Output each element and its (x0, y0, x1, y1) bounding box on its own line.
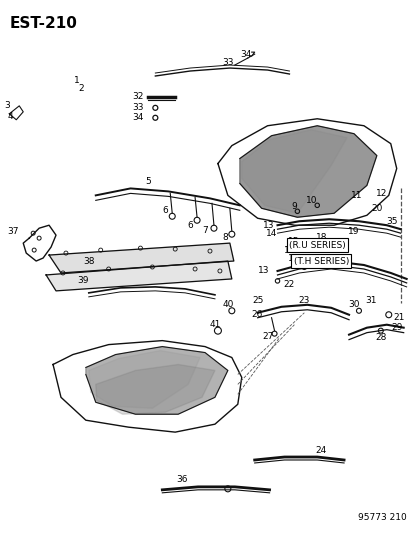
Polygon shape (88, 351, 199, 408)
Text: 33: 33 (132, 103, 143, 112)
Text: 32: 32 (132, 92, 143, 101)
Text: 17: 17 (287, 254, 299, 263)
Polygon shape (46, 261, 231, 291)
Text: 33: 33 (221, 58, 233, 67)
Text: 30: 30 (347, 300, 359, 309)
Text: 3: 3 (5, 101, 10, 110)
Text: 35: 35 (385, 217, 396, 226)
Text: 34: 34 (240, 50, 251, 59)
Text: 34: 34 (132, 114, 143, 122)
Text: 4: 4 (7, 112, 13, 122)
Text: 7: 7 (202, 225, 207, 235)
Polygon shape (49, 243, 233, 273)
Text: 38: 38 (83, 256, 94, 265)
Text: 8: 8 (221, 232, 227, 241)
Text: 36: 36 (176, 475, 188, 484)
Text: 1: 1 (74, 76, 80, 85)
Text: 2: 2 (78, 84, 83, 93)
Text: 21: 21 (392, 313, 404, 322)
Text: 12: 12 (375, 189, 387, 198)
Text: 11: 11 (350, 191, 362, 200)
Text: 37: 37 (8, 227, 19, 236)
Text: 15●: 15● (287, 237, 306, 246)
Text: 6: 6 (187, 221, 192, 230)
Polygon shape (85, 346, 227, 414)
Text: 29: 29 (390, 323, 401, 332)
Text: 31: 31 (364, 296, 376, 305)
Text: 5: 5 (145, 177, 151, 186)
Text: 20: 20 (370, 204, 382, 213)
Text: 22: 22 (283, 280, 294, 289)
Text: 23: 23 (298, 296, 309, 305)
Text: (R.U SERIES): (R.U SERIES) (288, 240, 345, 249)
Text: 95773 210: 95773 210 (357, 513, 406, 522)
Text: 27: 27 (261, 332, 273, 341)
Text: 19: 19 (347, 227, 359, 236)
Text: 6: 6 (162, 206, 168, 215)
Text: 14: 14 (266, 229, 277, 238)
Text: 16: 16 (283, 246, 294, 255)
Polygon shape (241, 130, 346, 213)
Text: 18: 18 (315, 232, 326, 241)
Text: 10: 10 (305, 196, 316, 205)
Text: 13: 13 (262, 221, 274, 230)
Text: 40: 40 (222, 300, 233, 309)
Text: 25: 25 (252, 296, 263, 305)
Polygon shape (239, 126, 376, 217)
Text: 13: 13 (257, 266, 269, 276)
Polygon shape (95, 365, 214, 414)
Text: 39: 39 (77, 277, 88, 286)
Text: EST-210: EST-210 (9, 17, 77, 31)
Text: (T.H SERIES): (T.H SERIES) (293, 256, 348, 265)
Text: 26: 26 (250, 310, 262, 319)
Text: 41: 41 (209, 320, 220, 329)
Text: 28: 28 (374, 333, 386, 342)
Text: 9: 9 (291, 202, 297, 211)
Text: 24: 24 (315, 446, 326, 455)
